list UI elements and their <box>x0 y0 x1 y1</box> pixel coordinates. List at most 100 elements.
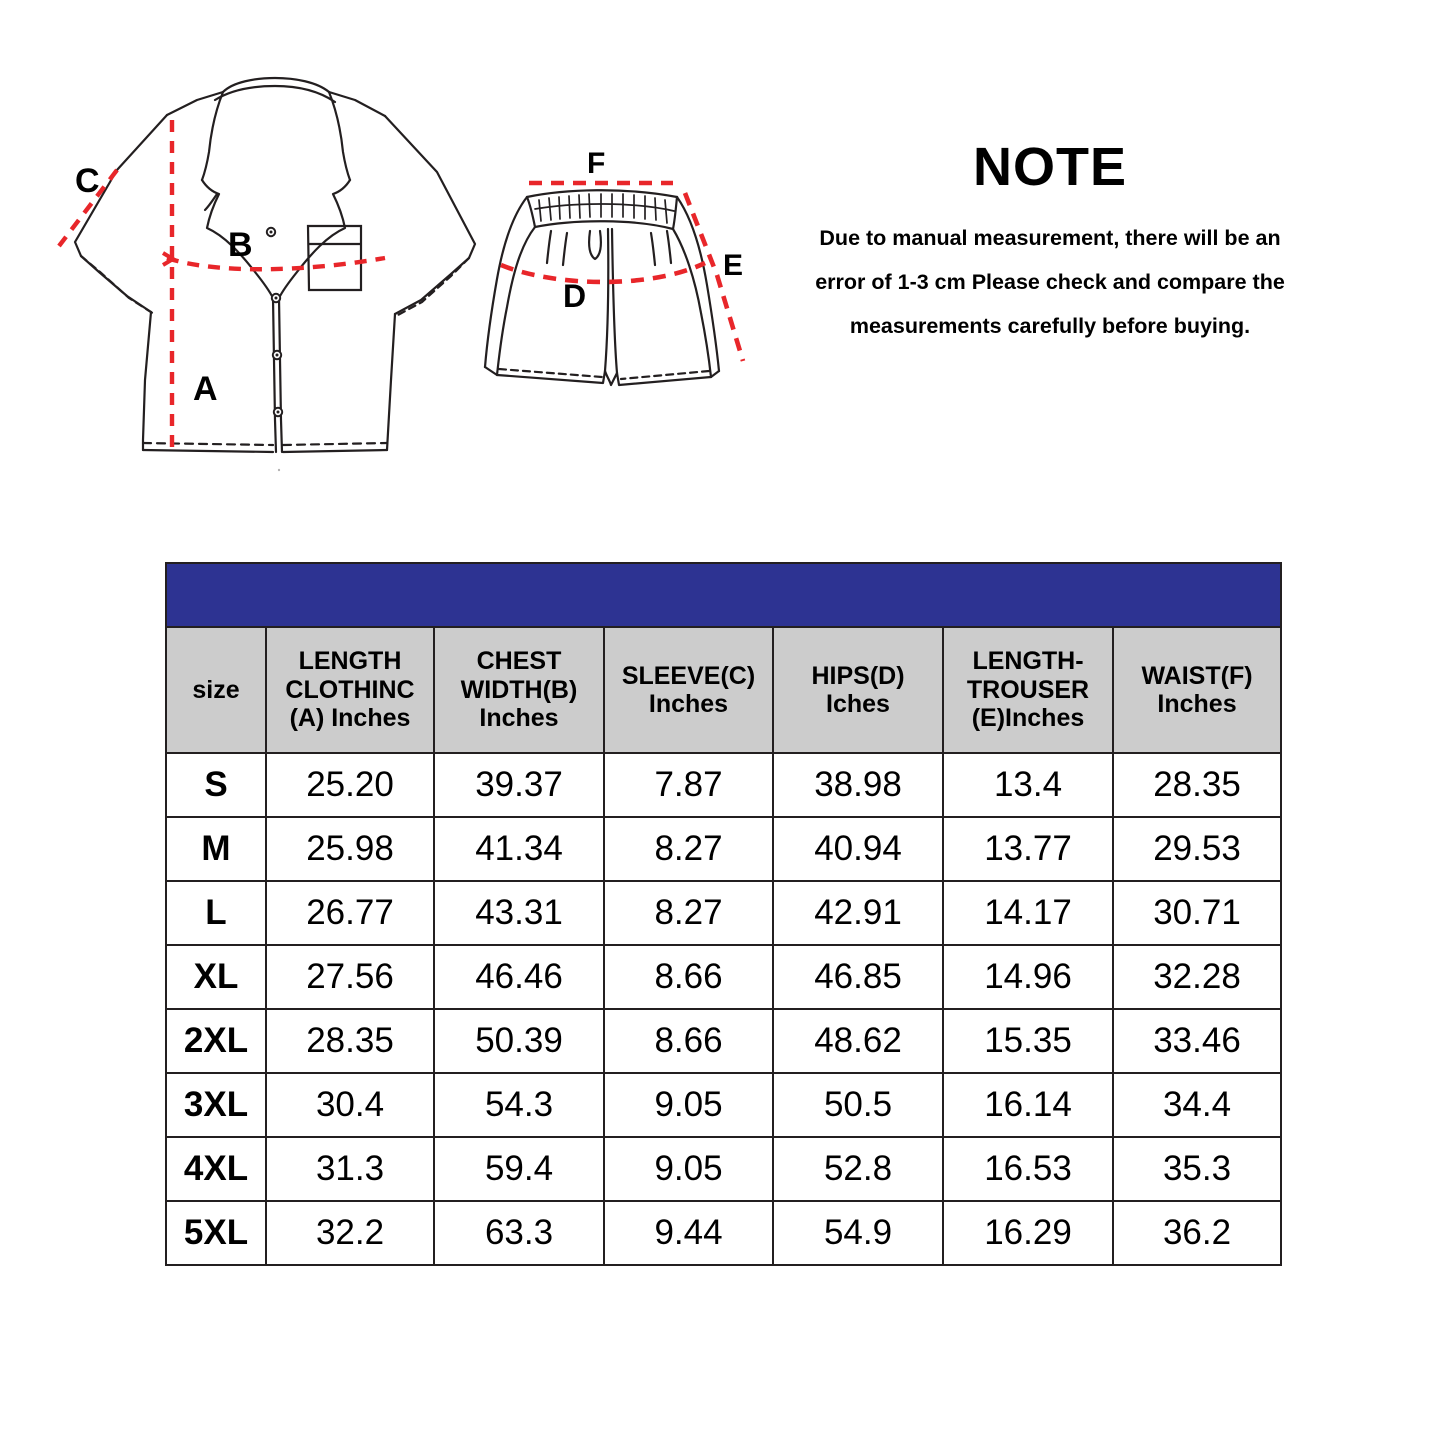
column-header-hips: HIPS(D) Iches <box>772 626 944 754</box>
shirt-buttons <box>270 292 284 472</box>
header-line: HIPS(D) <box>811 661 905 690</box>
cell-waist-f: 33.46 <box>1111 1008 1283 1074</box>
cell-chest-width-b: 50.39 <box>433 1008 605 1074</box>
cell-length-trouser-e: 14.17 <box>942 880 1114 946</box>
cell-waist-f: 28.35 <box>1111 752 1283 818</box>
shirt-left-cuff-hem <box>79 254 156 316</box>
note-line-3: measurements carefully before buying. <box>849 314 1251 339</box>
header-line: Inches <box>648 690 729 718</box>
column-header-length-clothing: LENGTH CLOTHINC (A) Inches <box>265 626 435 754</box>
cell-sleeve-c: 8.27 <box>603 880 774 946</box>
measure-line-c <box>57 168 119 248</box>
note-title: NOTE <box>972 137 1127 197</box>
table-row: 3XL 30.4 54.3 9.05 50.5 16.14 34.4 <box>165 1072 1283 1138</box>
cell-waist-f: 32.28 <box>1111 944 1283 1010</box>
cell-chest-width-b: 54.3 <box>433 1072 605 1138</box>
table-row: M 25.98 41.34 8.27 40.94 13.77 29.53 <box>165 816 1283 882</box>
cell-size: 4XL <box>165 1136 267 1202</box>
cell-sleeve-c: 9.44 <box>603 1200 774 1266</box>
note-line-1: Due to manual measurement, there will be… <box>819 226 1281 250</box>
column-header-sleeve: SLEEVE(C) Inches <box>603 626 774 754</box>
cell-length-trouser-e: 13.4 <box>942 752 1114 818</box>
cell-length-clothing-a: 30.4 <box>265 1072 435 1138</box>
cell-size: 3XL <box>165 1072 267 1138</box>
header-line: Iches <box>826 690 890 718</box>
garment-diagram-area: C B A <box>0 0 1445 540</box>
table-row: S 25.20 39.37 7.87 38.98 13.4 28.35 <box>165 752 1283 818</box>
cell-waist-f: 36.2 <box>1111 1200 1283 1266</box>
cell-waist-f: 34.4 <box>1111 1072 1283 1138</box>
table-banner <box>164 562 1283 628</box>
shirt-label-a: A <box>193 370 218 408</box>
cell-hips-d: 50.5 <box>772 1072 944 1138</box>
cell-length-clothing-a: 31.3 <box>265 1136 435 1202</box>
header-line: LENGTH- <box>972 647 1084 676</box>
table-row: 4XL 31.3 59.4 9.05 52.8 16.53 35.3 <box>165 1136 1283 1202</box>
shirt-label-b: B <box>228 226 253 264</box>
cell-length-trouser-e: 13.77 <box>942 816 1114 882</box>
header-line: SLEEVE(C) <box>621 661 756 690</box>
cell-length-trouser-e: 16.14 <box>942 1072 1114 1138</box>
cell-hips-d: 52.8 <box>772 1136 944 1202</box>
header-line: TROUSER <box>966 675 1090 704</box>
cell-length-trouser-e: 14.96 <box>942 944 1114 1010</box>
table-row: XL 27.56 46.46 8.66 46.85 14.96 32.28 <box>165 944 1283 1010</box>
cell-sleeve-c: 9.05 <box>603 1136 774 1202</box>
cell-length-clothing-a: 32.2 <box>265 1200 435 1266</box>
cell-hips-d: 54.9 <box>772 1200 944 1266</box>
cell-waist-f: 29.53 <box>1111 816 1283 882</box>
header-line: LENGTH <box>298 647 402 676</box>
cell-size: M <box>165 816 267 882</box>
size-chart-table-body: S 25.20 39.37 7.87 38.98 13.4 28.35 M 25.98 41.34… <box>165 752 1283 1266</box>
measure-line-e <box>682 192 746 362</box>
cell-length-trouser-e: 15.35 <box>942 1008 1114 1074</box>
shirt-pocket <box>306 224 363 292</box>
measure-line-b <box>166 255 386 272</box>
column-header-waist: WAIST(F) Inches <box>1111 626 1283 754</box>
cell-length-clothing-a: 27.56 <box>265 944 435 1010</box>
cell-chest-width-b: 43.31 <box>433 880 605 946</box>
cell-length-clothing-a: 25.20 <box>265 752 435 818</box>
shirt-label-c: C <box>75 162 100 200</box>
cell-sleeve-c: 8.66 <box>603 944 774 1010</box>
cell-size: L <box>165 880 267 946</box>
column-header-size: size <box>165 626 267 754</box>
cell-chest-width-b: 46.46 <box>433 944 605 1010</box>
cell-length-clothing-a: 28.35 <box>265 1008 435 1074</box>
header-line: Inches <box>479 704 559 733</box>
cell-hips-d: 38.98 <box>772 752 944 818</box>
cell-hips-d: 48.62 <box>772 1008 944 1074</box>
cell-sleeve-c: 7.87 <box>603 752 774 818</box>
measure-arrow-b <box>161 251 177 267</box>
measure-line-d <box>500 260 706 285</box>
shirt-diagram: C B A <box>57 76 477 472</box>
cell-waist-f: 30.71 <box>1111 880 1283 946</box>
cell-waist-f: 35.3 <box>1111 1136 1283 1202</box>
note-line-2: error of 1-3 cm Please check and compare… <box>815 270 1285 295</box>
cell-chest-width-b: 59.4 <box>433 1136 605 1202</box>
cell-hips-d: 40.94 <box>772 816 944 882</box>
note-body: Due to manual measurement, there will be… <box>770 216 1330 348</box>
shorts-label-d: D <box>563 278 586 314</box>
header-line: Inches <box>1157 690 1237 718</box>
table-row: L 26.77 43.31 8.27 42.91 14.17 30.71 <box>165 880 1283 946</box>
cell-chest-width-b: 39.37 <box>433 752 605 818</box>
column-header-size-line-1: size <box>192 675 240 704</box>
shirt-left-sleeve-outline <box>73 113 169 314</box>
cell-length-trouser-e: 16.53 <box>942 1136 1114 1202</box>
cell-sleeve-c: 9.05 <box>603 1072 774 1138</box>
size-chart-table-container: size LENGTH CLOTHINC (A) Inches CHEST WI… <box>164 562 1283 1266</box>
cell-size: S <box>165 752 267 818</box>
shorts-diagram: F E D <box>483 147 746 387</box>
shorts-drawstring-loop <box>587 229 603 261</box>
cell-length-clothing-a: 26.77 <box>265 880 435 946</box>
column-header-chest-width: CHEST WIDTH(B) Inches <box>433 626 605 754</box>
table-banner-row <box>164 562 1283 628</box>
cell-size: 5XL <box>165 1200 267 1266</box>
header-line: (A) Inches <box>289 704 411 733</box>
header-line: (E)Inches <box>971 704 1085 733</box>
header-line: CLOTHINC <box>285 675 415 704</box>
note-block: NOTE Due to manual measurement, there wi… <box>770 140 1330 348</box>
cell-chest-width-b: 63.3 <box>433 1200 605 1266</box>
shirt-right-cuff-hem <box>394 256 471 318</box>
